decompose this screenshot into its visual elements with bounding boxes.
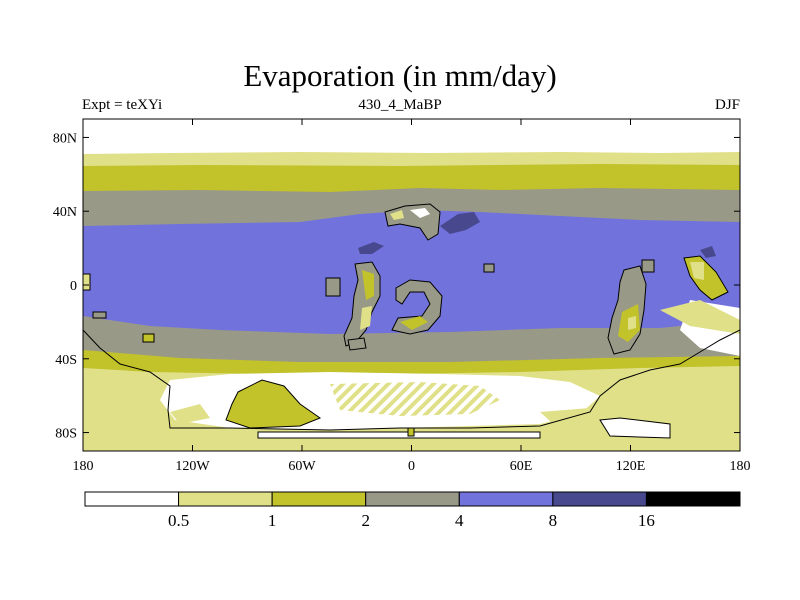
lon-tick-label: 60E: [510, 459, 533, 474]
colorbar-swatch: [271, 491, 367, 507]
lon-tick-label: 180: [730, 459, 751, 474]
colorbar-label: 4: [455, 511, 464, 530]
northern-landmass-yellow: [390, 210, 404, 220]
evaporation-field: [83, 119, 740, 451]
east-polar-shelf: [599, 417, 671, 439]
nh-light-band: [83, 152, 740, 168]
eastern-continent-yellow: [628, 316, 636, 330]
antarctic-hatch: [330, 382, 500, 416]
eastern-island-1: [641, 259, 655, 273]
map-title: Evaporation (in mm/day): [243, 58, 557, 93]
colorbar-label: 1: [268, 511, 277, 530]
colorbar-swatch: [84, 491, 180, 507]
period-label: 430_4_MaBP: [358, 97, 442, 113]
colorbar-label: 0.5: [168, 511, 189, 530]
dark-blue-basin-2: [358, 242, 384, 254]
longitude-ticks: 180 120W 60W 0 60E 120E 180: [73, 119, 751, 474]
colorbar-label: 16: [638, 511, 655, 530]
dark-blue-basin-1: [440, 212, 480, 234]
small-island-4: [92, 311, 107, 319]
colorbar-swatch: [365, 491, 460, 507]
dark-blue-basin-3: [700, 246, 716, 258]
western-continent-yellow: [360, 306, 372, 330]
small-island-2: [483, 263, 495, 273]
lat-tick-label: 80N: [53, 131, 77, 146]
antarctic-patch-1: [170, 404, 210, 424]
colorbar: 0.5 1 2 4 8 16: [84, 491, 741, 530]
antarctic-patch-2: [540, 408, 620, 432]
colorbar-swatch: [645, 491, 741, 507]
central-continent-olive: [400, 316, 428, 330]
northern-landmass-white: [410, 208, 430, 218]
latitude-ticks: 80N 40N 0 40S 80S: [53, 131, 740, 442]
lat-tick-label: 40S: [55, 353, 77, 368]
lon-tick-label: 120W: [175, 459, 210, 474]
lon-tick-label: 180: [73, 459, 94, 474]
colorbar-swatch: [178, 491, 273, 507]
antarctic-coast: [83, 329, 740, 431]
colorbar-swatch: [552, 491, 647, 507]
lat-tick-label: 0: [70, 279, 77, 294]
small-island-1: [325, 277, 341, 297]
pacific-light-tongue: [660, 300, 740, 334]
experiment-label: Expt = teXYi: [82, 97, 163, 113]
west-edge-landmass: [83, 273, 91, 291]
lon-tick-label: 60W: [288, 459, 316, 474]
western-continent-olive: [362, 270, 374, 300]
lon-tick-label: 120E: [616, 459, 646, 474]
far-east-landmass-yellow: [690, 262, 704, 280]
antarctic-olive-ridge: [225, 379, 322, 429]
lat-tick-label: 80S: [55, 427, 77, 442]
colorbar-swatch: [458, 491, 554, 507]
sh-gray-band: [83, 316, 740, 364]
lat-tick-label: 40N: [53, 205, 77, 220]
polar-shelf-island: [407, 427, 415, 437]
season-label: DJF: [714, 97, 740, 113]
nh-olive-band: [83, 164, 740, 196]
colorbar-label: 2: [361, 511, 370, 530]
colorbar-label: 8: [549, 511, 558, 530]
central-continent: [391, 279, 443, 335]
lon-tick-label: 0: [408, 459, 415, 474]
small-island-3: [347, 337, 367, 351]
tropical-blue-band: [83, 210, 740, 336]
small-island-5: [142, 333, 155, 343]
polar-shelf: [257, 431, 541, 439]
